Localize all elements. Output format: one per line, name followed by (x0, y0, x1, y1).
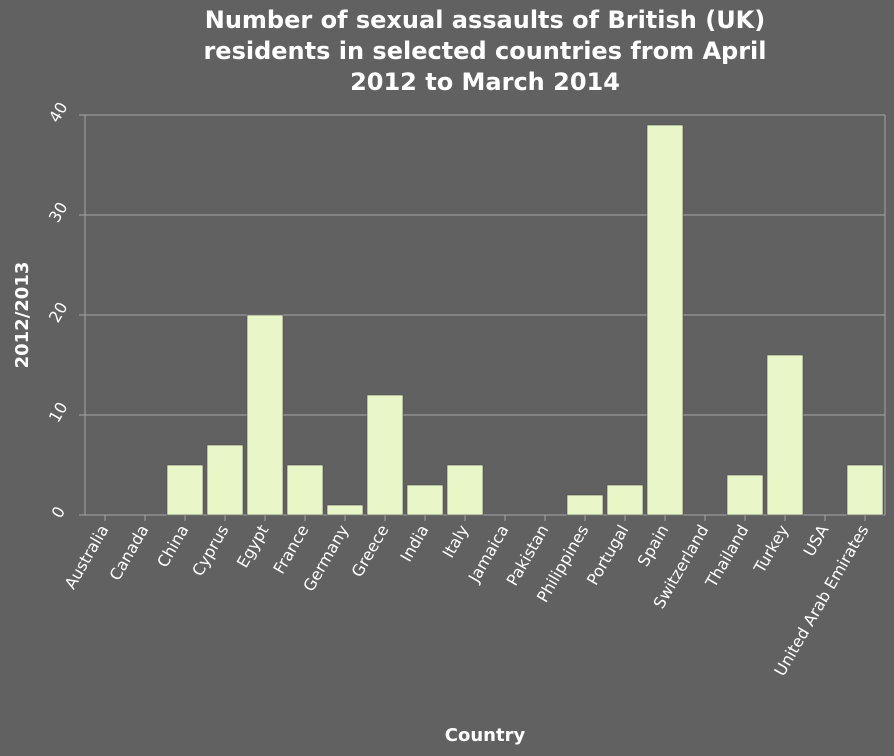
bar-france (286, 464, 324, 516)
axes (84, 115, 886, 521)
x-tick-label: France (269, 522, 312, 578)
bar-greece (366, 394, 404, 516)
x-axis-label: Country (445, 725, 526, 746)
chart-title: Number of sexual assaults of British (UK… (203, 6, 766, 96)
chart-title-line-1: Number of sexual assaults of British (UK… (205, 6, 766, 34)
x-tick-label: Italy (439, 522, 473, 562)
x-tick-label: Australia (61, 522, 113, 593)
x-tick-label: Canada (106, 522, 153, 584)
x-tick-label: Cyprus (188, 522, 232, 580)
y-tick-label: 10 (45, 399, 72, 426)
y-tick-label: 40 (45, 99, 72, 126)
chart-title-line-2: residents in selected countries from Apr… (203, 37, 766, 65)
bar-cyprus (206, 444, 244, 516)
y-axis-label: 2012/2013 (12, 262, 33, 369)
bar-portugal (606, 484, 644, 516)
chart-title-line-3: 2012 to March 2014 (350, 68, 620, 96)
gridlines (79, 114, 885, 516)
bar-china (166, 464, 204, 516)
bar-germany (326, 504, 364, 516)
x-tick-label: Egypt (233, 522, 273, 571)
x-tick-label: Spain (634, 522, 673, 570)
bar-india (406, 484, 444, 516)
y-tick-label: 0 (47, 503, 69, 521)
bars (166, 124, 884, 516)
bar-thailand (726, 474, 764, 516)
bar-united-arab-emirates (846, 464, 884, 516)
x-tick-label: USA (799, 521, 832, 559)
x-tick-label: India (396, 522, 432, 566)
y-tick-labels: 0 10 20 30 40 (45, 99, 72, 522)
x-tick-label: Greece (348, 522, 393, 581)
bar-turkey (766, 354, 804, 516)
bar-spain (646, 124, 684, 516)
bar-italy (446, 464, 484, 516)
y-tick-label: 20 (45, 299, 72, 326)
bar-egypt (246, 314, 284, 516)
bar-philippines (566, 494, 604, 516)
x-tick-label: Turkey (749, 522, 792, 577)
y-tick-label: 30 (45, 199, 72, 226)
x-tick-label: China (153, 522, 192, 571)
